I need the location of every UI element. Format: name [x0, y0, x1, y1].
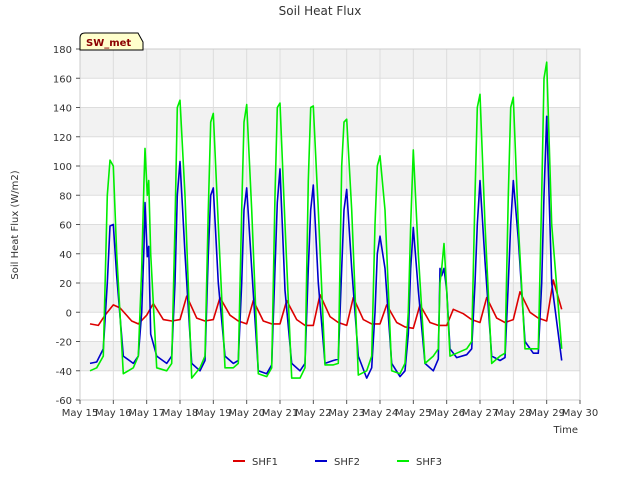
x-tick-label: May 15	[62, 408, 99, 419]
plot-band	[80, 78, 580, 108]
plot-band	[80, 195, 580, 225]
x-tick-label: May 29	[528, 408, 565, 419]
legend-label-shf2: SHF2	[334, 457, 360, 468]
x-tick-label: May 20	[228, 408, 265, 419]
x-tick-label: May 26	[428, 408, 465, 419]
y-axis-ticks: -60 -40 -20 0 20 40 60 80 100 120 140 160 180	[53, 45, 80, 407]
x-tick-label: May 27	[462, 408, 499, 419]
grid-lines	[79, 48, 581, 401]
y-tick-label: -20	[56, 338, 72, 349]
y-tick-label: 160	[53, 74, 72, 85]
x-axis-title: Time	[553, 425, 578, 436]
y-tick-label: -40	[56, 367, 72, 378]
legend-label-shf3: SHF3	[416, 457, 442, 468]
x-tick-label: May 22	[295, 408, 332, 419]
x-tick-label: May 30	[562, 408, 599, 419]
x-tick-label: May 18	[162, 408, 199, 419]
legend-label-shf1: SHF1	[252, 457, 278, 468]
y-tick-label: 100	[53, 162, 72, 173]
badge-label: SW_met	[86, 38, 131, 49]
y-tick-label: 40	[59, 250, 72, 261]
y-axis-title: Soil Heat Flux (W/m2)	[10, 170, 21, 279]
chart-title: Soil Heat Flux	[279, 4, 362, 18]
series-line-shf1	[89, 279, 563, 330]
x-tick-label: May 16	[95, 408, 132, 419]
y-tick-label: 140	[53, 104, 72, 115]
x-tick-label: May 19	[195, 408, 232, 419]
x-tick-label: May 25	[395, 408, 432, 419]
y-tick-label: -60	[56, 396, 72, 407]
y-tick-label: 180	[53, 45, 72, 56]
plot-band	[80, 166, 580, 196]
x-tick-label: May 28	[495, 408, 532, 419]
y-tick-label: 80	[59, 191, 72, 202]
plot-band	[80, 341, 580, 371]
plot-band	[80, 224, 580, 254]
y-tick-label: 120	[53, 133, 72, 144]
plot-band	[80, 136, 580, 166]
plot-band	[80, 370, 580, 400]
plot-band	[80, 49, 580, 79]
plot-band	[80, 283, 580, 313]
y-tick-label: 0	[66, 308, 72, 319]
legend: SHF1 SHF2 SHF3	[233, 457, 442, 468]
x-tick-label: May 17	[128, 408, 165, 419]
x-tick-label: May 23	[328, 408, 365, 419]
series-line-shf2	[89, 115, 563, 379]
series-line-shf3	[89, 61, 563, 379]
y-tick-label: 60	[59, 221, 72, 232]
sw-met-badge: SW_met	[79, 32, 144, 51]
y-tick-label: 20	[59, 279, 72, 290]
plot-band	[80, 107, 580, 137]
plot-band	[80, 253, 580, 283]
x-tick-label: May 24	[362, 408, 399, 419]
series-lines	[89, 61, 563, 379]
x-tick-label: May 21	[262, 408, 299, 419]
